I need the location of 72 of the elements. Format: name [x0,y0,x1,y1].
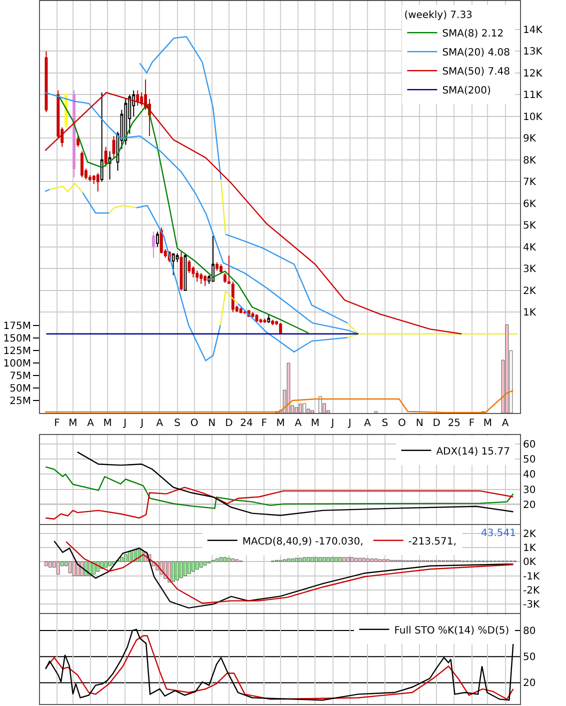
y-tick-label: 4K [523,242,536,254]
y2-tick-label: 25M [10,396,31,408]
x-tick-label: F [54,418,60,429]
y-tick-label: 12K [523,68,543,80]
y-tick-label: 7K [523,177,536,188]
legend-label: -213.571, [408,536,456,548]
x-tick-label: M [103,418,112,429]
legend-title: (weekly) 7.33 [404,10,472,22]
x-tick-label: 24 [240,418,253,429]
legend-label: MACD(8,40,9) -170.030, [242,536,364,548]
y-tick-label: 50 [523,652,536,664]
y-tick-label: 10K [523,112,543,123]
y2-tick-label: 150M [3,334,31,345]
legend-label: Full STO %K(14) %D(5) [394,625,510,636]
x-tick-label: D [225,418,234,429]
y-tick-label: 3K [523,264,536,276]
x-tick-label: O [398,418,406,429]
y-tick-label: 9K [523,134,536,145]
x-tick-label: A [87,418,94,429]
y-tick-label: -1K [523,571,540,582]
y2-tick-label: 100M [3,358,31,370]
x-tick-label: D [432,418,441,429]
y2-tick-label: 50M [10,384,31,395]
x-tick-label: M [68,418,78,429]
y-tick-label: 60 [523,440,536,451]
y-tick-label: 80 [523,626,536,638]
legend-label: SMA(20) 4.08 [442,48,510,59]
y-tick-label: 6K [523,198,536,210]
x-tick-label: J [347,418,352,429]
legend-label: SMA(200) [442,86,492,97]
x-tick-label: M [310,418,320,429]
y-tick-label: 5K [523,220,536,232]
x-tick-label: N [208,418,216,429]
y-tick-label: 20 [523,500,536,511]
x-tick-label: O [190,418,198,429]
annotation: 43.541 [481,528,516,539]
y2-tick-label: 75M [10,371,31,382]
x-tick-label: N [416,418,424,429]
legend-label: SMA(50) 7.48 [442,66,510,78]
y2-tick-label: 125M [3,346,31,358]
x-tick-label: M [483,418,492,429]
x-tick-label: S [174,418,180,429]
y-tick-label: 13K [523,46,543,58]
x-tick-label: J [330,418,334,429]
y-tick-label: 20 [523,678,536,690]
y-tick-label: 1K [523,543,536,554]
x-tick-label: A [156,418,164,429]
y-tick-label: 0K [523,557,536,568]
legend-label: SMA(8) 2.12 [442,28,504,40]
x-tick-label: J [122,418,127,429]
x-tick-label: F [468,418,475,429]
y-tick-label: 14K [523,24,543,36]
y-tick-label: 40 [523,470,536,481]
x-tick-label: S [382,418,388,429]
y-tick-label: 2K [523,286,536,297]
y-tick-label: 50 [523,454,536,466]
y-tick-label: 30 [523,484,536,496]
y2-tick-label: 175M [3,321,31,332]
x-tick-label: A [364,418,371,429]
y-tick-label: 8K [523,155,536,166]
x-tick-label: M [276,418,285,429]
x-tick-label: 25 [448,418,461,429]
legend-label: ADX(14) 15.77 [436,446,510,458]
y-tick-label: 1K [523,308,536,319]
y-tick-label: 11K [523,90,543,102]
y-tick-label: 2K [523,528,536,540]
y-tick-label: -3K [523,600,540,611]
x-tick-label: F [261,418,268,429]
y-tick-label: -2K [523,585,540,596]
x-tick-label: A [502,418,509,429]
x-tick-label: J [140,418,144,429]
x-tick-label: A [294,418,302,429]
